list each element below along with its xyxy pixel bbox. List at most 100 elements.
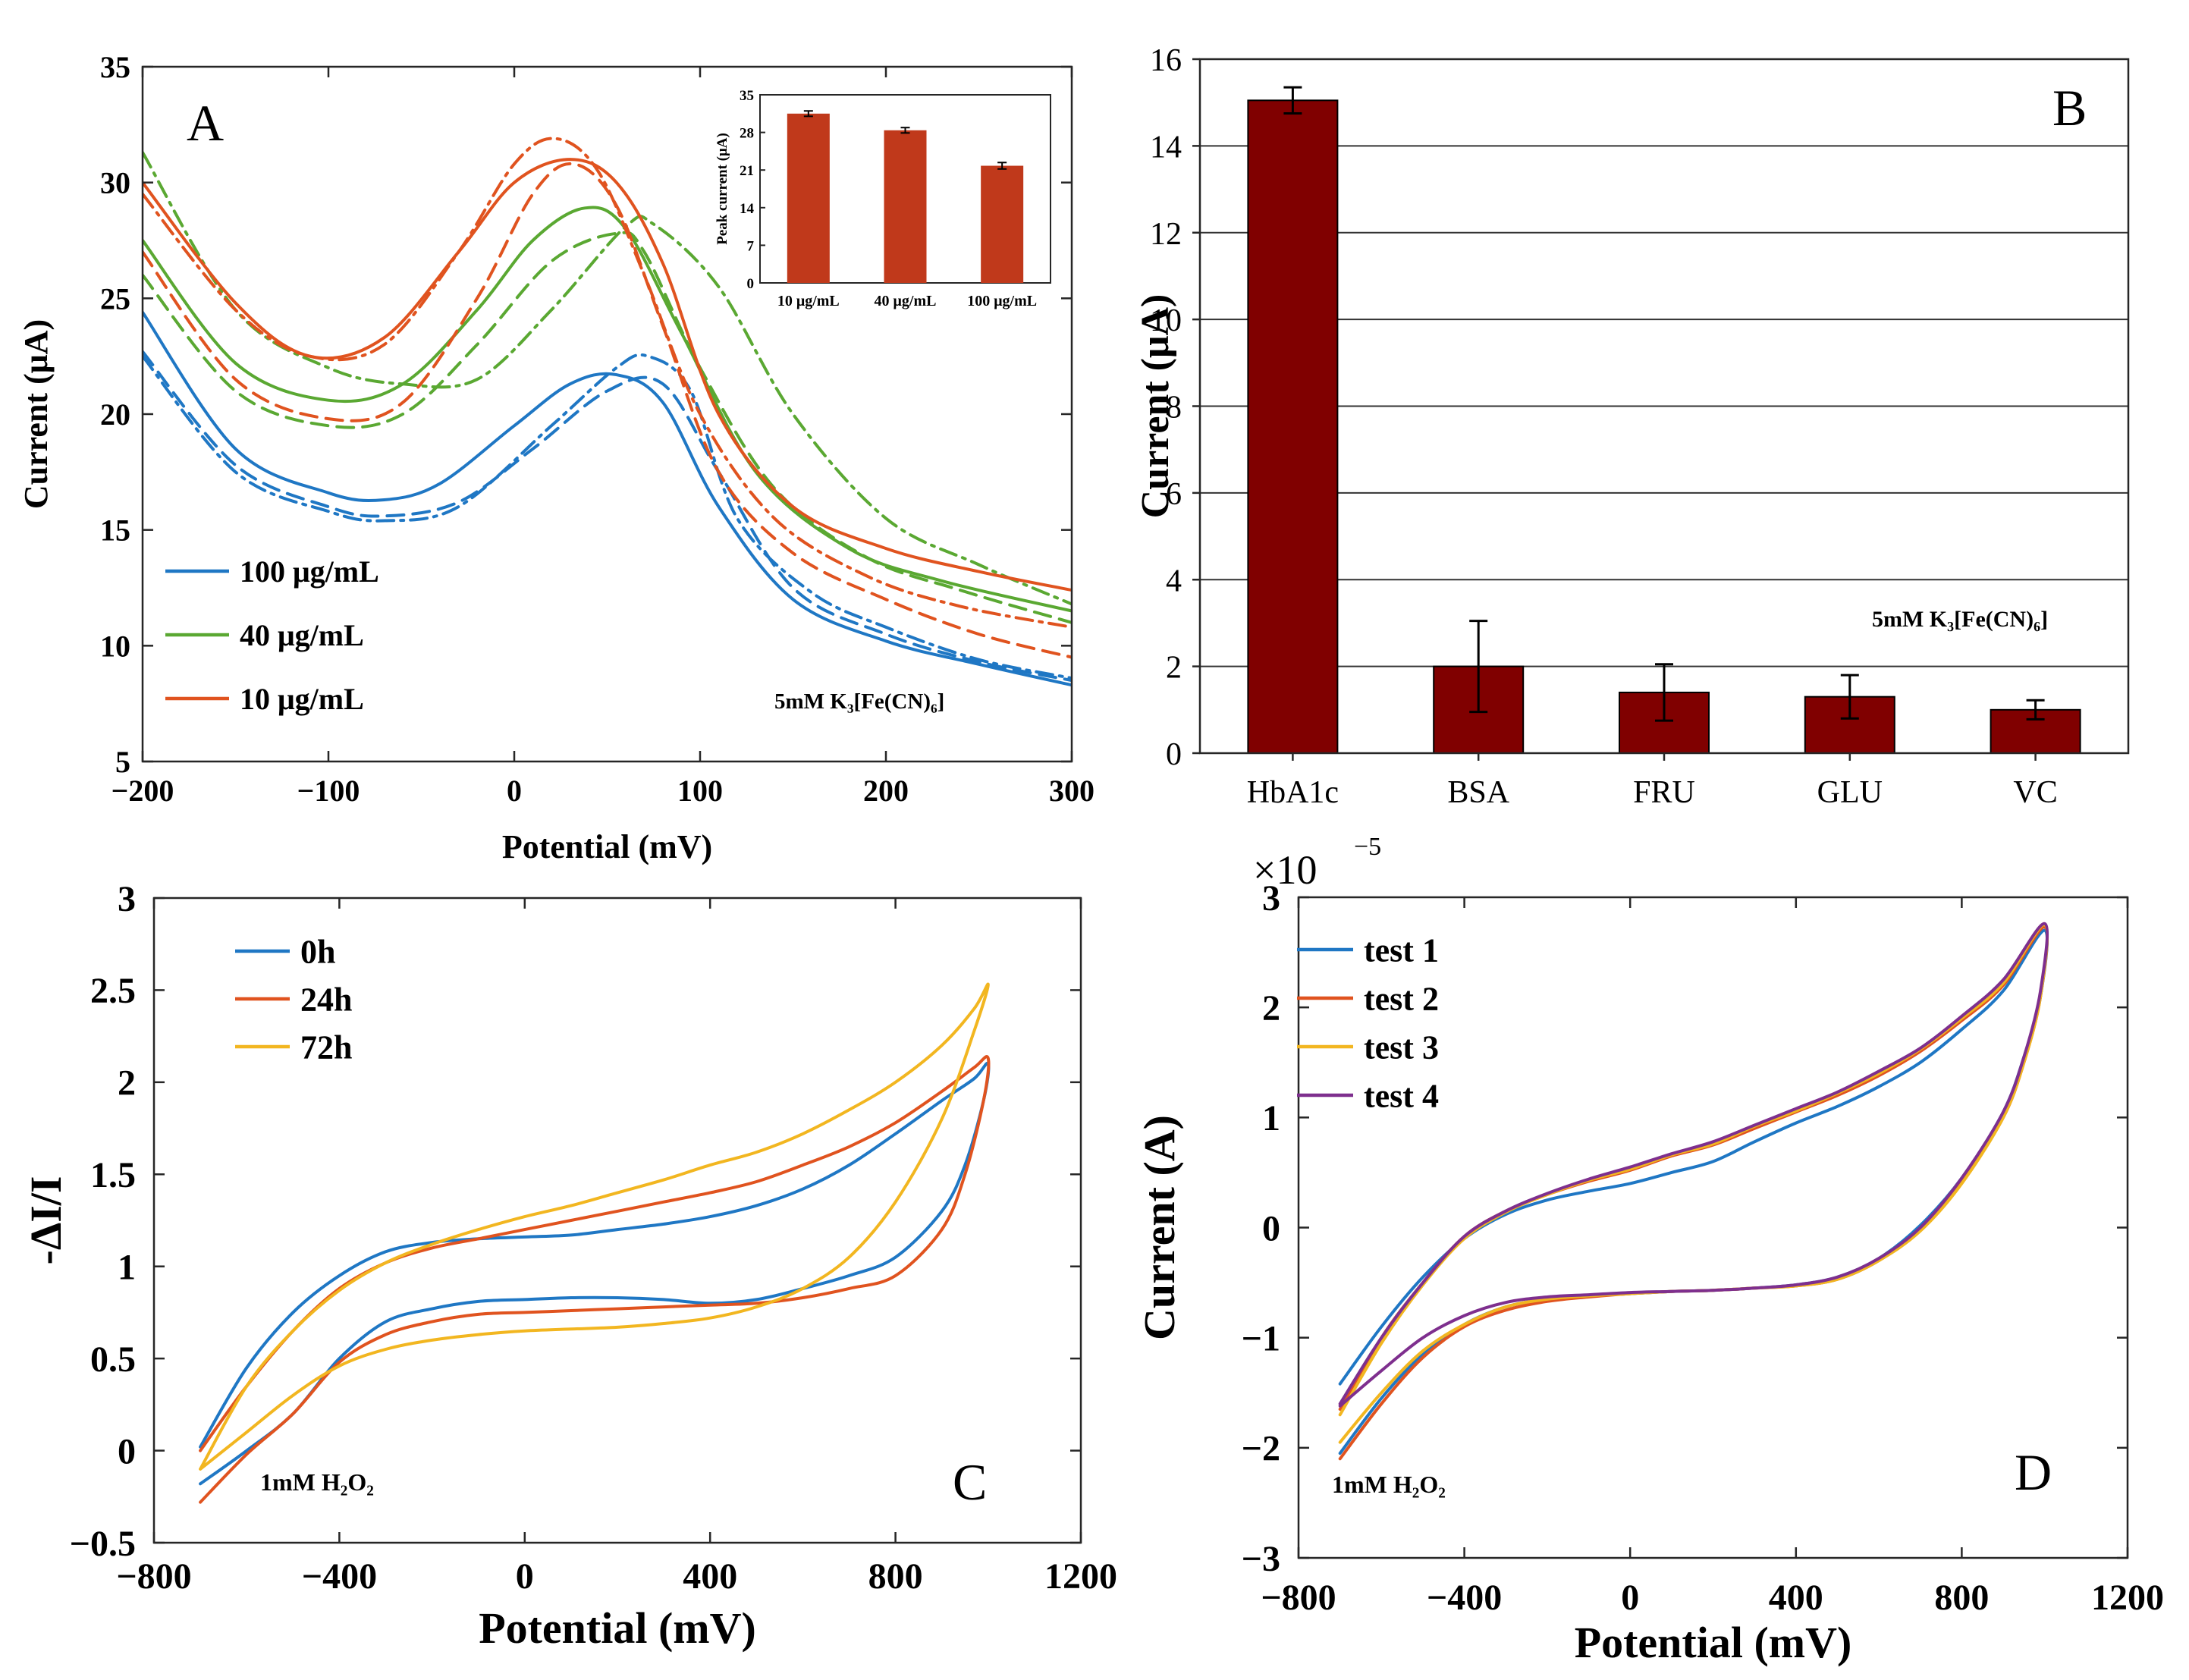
inset-bar bbox=[981, 165, 1024, 283]
panel-a-series-line-2 bbox=[143, 353, 1072, 680]
panel-c-y-tick-label: 2.5 bbox=[90, 971, 136, 1011]
inset-x-tick-label: 10 μg/mL bbox=[777, 293, 840, 309]
panel-a-y-tick-label: 15 bbox=[100, 513, 130, 548]
panel-d-y-tick-label: 0 bbox=[1262, 1208, 1280, 1248]
panel-d-y-tick-label: −1 bbox=[1242, 1318, 1280, 1358]
panel-d-x-tick-label: 1200 bbox=[2091, 1578, 2164, 1618]
panel-c-y-tick-label: 1.5 bbox=[90, 1155, 136, 1195]
panel-a-legend-label: 40 μg/mL bbox=[240, 618, 364, 652]
panel-d-x-tick-label: 400 bbox=[1769, 1578, 1823, 1618]
inset-bar bbox=[787, 113, 830, 283]
panel-c-series-line-0 bbox=[199, 1061, 991, 1486]
panel-b-bar bbox=[1247, 99, 1339, 754]
panel-b-x-tick-label: GLU bbox=[1817, 775, 1883, 810]
panel-a-legend-label: 100 μg/mL bbox=[240, 554, 379, 589]
panel-a-series-line-0 bbox=[143, 310, 1072, 687]
panel-b-y-tick-label: 12 bbox=[1150, 217, 1182, 252]
panel-c-plot-frame bbox=[152, 897, 1082, 1544]
panel-a-x-tick-label: 300 bbox=[1049, 774, 1094, 808]
panel-d-annotation: 1mM H₂O₂ bbox=[1332, 1471, 1446, 1498]
panel-a-series-line-8 bbox=[143, 137, 1072, 629]
panel-d: −800 −400 0 400 800 1200 −3 −2 −1 0 1 2 3 Potential (… bbox=[1135, 833, 2164, 1667]
panel-a-y-tick-label: 25 bbox=[100, 281, 130, 316]
panel-b-y-tick-label: 6 bbox=[1166, 477, 1182, 512]
panel-c-legend-label: 24h bbox=[300, 981, 352, 1018]
panel-c-y-axis-title: -ΔI/I bbox=[21, 1176, 71, 1265]
panel-c-x-tick-label: 0 bbox=[516, 1556, 534, 1597]
panel-c-x-axis-title: Potential (mV) bbox=[479, 1603, 756, 1653]
panel-c-y-tick-label: 0 bbox=[118, 1431, 136, 1471]
panel-a-y-tick-label: 20 bbox=[100, 397, 130, 432]
panel-c-series-line-1 bbox=[199, 1055, 991, 1504]
panel-c: −800 −400 0 400 800 1200 −0.5 0 0.5 1 1.5 2 2.5 3 Pote… bbox=[21, 879, 1117, 1653]
panel-d-y-scale-label: ×10 bbox=[1253, 847, 1317, 893]
inset-y-tick-label: 7 bbox=[747, 238, 755, 254]
panel-d-label: D bbox=[2015, 1443, 2052, 1501]
panel-b-y-tick-label: 0 bbox=[1166, 737, 1182, 772]
inset-y-tick-label: 0 bbox=[747, 276, 755, 292]
panel-d-y-tick-label: 1 bbox=[1262, 1098, 1280, 1138]
panel-b-label: B bbox=[2052, 79, 2087, 137]
panel-a-y-tick-label: 10 bbox=[100, 629, 130, 663]
inset-y-tick-label: 28 bbox=[740, 126, 754, 142]
panel-a-series-line-7 bbox=[143, 162, 1072, 659]
panel-b-y-tick-label: 8 bbox=[1166, 391, 1182, 425]
panel-c-x-tick-label: 800 bbox=[868, 1556, 923, 1597]
panel-c-annotation: 1mM H₂O₂ bbox=[260, 1468, 374, 1496]
panel-b-y-tick-label: 14 bbox=[1150, 130, 1182, 165]
panel-a-annotation: 5mM K₃[Fe(CN)₆] bbox=[774, 689, 944, 714]
inset-y-tick-label: 21 bbox=[740, 163, 754, 179]
panel-c-series-line-2 bbox=[199, 982, 990, 1471]
panel-a-series-line-1 bbox=[143, 350, 1072, 683]
panel-d-y-scale-exponent: −5 bbox=[1354, 833, 1381, 861]
panel-c-y-tick-label: 3 bbox=[118, 879, 136, 919]
panel-b-x-tick-label: BSA bbox=[1447, 775, 1509, 810]
panel-a-x-tick-label: −100 bbox=[297, 774, 360, 808]
panel-d-y-tick-label: −3 bbox=[1242, 1539, 1280, 1579]
panel-c-legend-label: 0h bbox=[300, 933, 335, 970]
panel-c-y-tick-label: −0.5 bbox=[70, 1524, 136, 1564]
panel-a-series-line-4 bbox=[143, 231, 1072, 624]
panel-d-x-tick-label: 0 bbox=[1621, 1578, 1639, 1618]
inset-y-axis-title: Peak current (μA) bbox=[714, 133, 730, 245]
panel-a-x-tick-label: −200 bbox=[111, 774, 174, 808]
panel-d-series-line-1 bbox=[1338, 925, 2049, 1461]
panel-b-x-tick-label: HbA1c bbox=[1247, 775, 1339, 810]
inset-x-tick-label: 100 μg/mL bbox=[967, 293, 1037, 309]
panel-a-x-tick-label: 0 bbox=[507, 774, 522, 808]
panel-d-x-tick-label: 800 bbox=[1934, 1578, 1989, 1618]
inset-x-tick-label: 40 μg/mL bbox=[875, 293, 937, 309]
panel-a-y-tick-label: 5 bbox=[115, 745, 130, 779]
panel-b-x-tick-label: FRU bbox=[1633, 775, 1695, 810]
panel-a-legend-label: 10 μg/mL bbox=[240, 682, 364, 716]
panel-d-series-line-3 bbox=[1338, 922, 2049, 1408]
panel-d-legend-label: test 3 bbox=[1364, 1028, 1439, 1066]
inset-bar bbox=[884, 130, 927, 283]
panel-a-y-axis-title: Current (μA) bbox=[17, 319, 55, 509]
panel-d-y-tick-label: 2 bbox=[1262, 988, 1280, 1028]
panel-a: −200 −100 0 100 200 300 5 10 15 20 25 30 35 Potential… bbox=[17, 50, 1094, 865]
panel-b-annotation: 5mM K₃[Fe(CN)₆] bbox=[1872, 607, 2048, 632]
panel-a-y-tick-label: 35 bbox=[100, 50, 130, 84]
panel-c-y-tick-label: 2 bbox=[118, 1063, 136, 1104]
panel-b-y-tick-label: 16 bbox=[1150, 43, 1182, 78]
panel-b-plot-frame bbox=[1198, 58, 2130, 755]
panel-c-label: C bbox=[953, 1453, 987, 1511]
panel-d-y-tick-label: 3 bbox=[1262, 878, 1280, 919]
panel-d-x-axis-title: Potential (mV) bbox=[1575, 1618, 1852, 1667]
panel-a-x-tick-label: 100 bbox=[677, 774, 723, 808]
panel-d-legend-label: test 4 bbox=[1364, 1077, 1439, 1114]
panel-c-x-tick-label: −800 bbox=[116, 1556, 191, 1597]
panel-d-x-tick-label: −400 bbox=[1427, 1578, 1502, 1618]
panel-c-legend-label: 72h bbox=[300, 1028, 352, 1066]
panel-b-y-tick-label: 4 bbox=[1166, 564, 1182, 598]
panel-d-y-tick-label: −2 bbox=[1242, 1429, 1280, 1469]
panel-b: HbA1c BSA FRU GLU VC 0 2 4 6 8 10 12 14 16 Current (μA… bbox=[1134, 43, 2130, 810]
panel-c-x-tick-label: 400 bbox=[683, 1556, 737, 1597]
panel-a-x-axis-title: Potential (mV) bbox=[502, 828, 712, 865]
panel-b-y-axis-title: Current (μA) bbox=[1134, 294, 1177, 519]
panel-d-y-axis-title: Current (A) bbox=[1135, 1115, 1184, 1340]
panel-c-y-tick-label: 0.5 bbox=[90, 1339, 136, 1380]
panel-a-series-line-5 bbox=[143, 151, 1072, 606]
